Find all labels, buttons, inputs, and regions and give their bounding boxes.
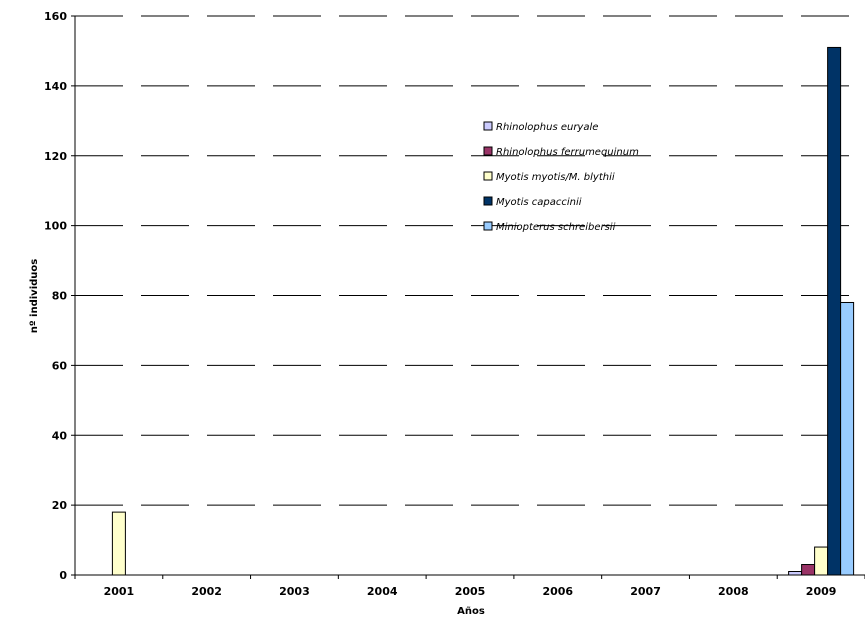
axes bbox=[71, 15, 865, 579]
x-tick-label: 2005 bbox=[455, 585, 486, 598]
y-axis-title: nº individuos bbox=[29, 259, 40, 333]
bar bbox=[814, 546, 829, 576]
legend-label: Myotis myotis/M. blythii bbox=[496, 172, 615, 183]
bars bbox=[111, 46, 855, 576]
bar bbox=[111, 511, 126, 576]
legend-swatch bbox=[483, 146, 493, 156]
legend-label: Rhinolophus euryale bbox=[496, 122, 598, 133]
y-tick-label: 60 bbox=[52, 359, 68, 372]
bar bbox=[788, 571, 803, 576]
y-tick-label: 140 bbox=[44, 80, 67, 93]
y-tick-label: 120 bbox=[44, 150, 67, 163]
x-tick-label: 2002 bbox=[191, 585, 222, 598]
legend-swatch bbox=[483, 221, 493, 231]
x-tick-label: 2007 bbox=[630, 585, 661, 598]
y-tick-label: 100 bbox=[44, 220, 67, 233]
x-tick-label: 2008 bbox=[718, 585, 749, 598]
legend-label: Myotis capaccinii bbox=[496, 197, 582, 208]
y-tick-label: 20 bbox=[52, 499, 68, 512]
bar bbox=[801, 564, 816, 576]
legend-swatch bbox=[483, 196, 493, 206]
x-tick-label: 2006 bbox=[542, 585, 573, 598]
x-tick-labels: 2001 2002 2003 2004 2005 2006 2007 2008 2009 bbox=[104, 585, 837, 598]
x-axis-title: Años bbox=[457, 606, 485, 617]
legend-label: Rhinolophus ferrumequinum bbox=[496, 147, 639, 158]
x-tick-label: 2009 bbox=[806, 585, 837, 598]
y-tick-label: 40 bbox=[52, 429, 68, 442]
gridlines bbox=[75, 15, 865, 506]
y-tick-labels: 0 20 40 60 80 100 120 140 160 bbox=[44, 10, 67, 582]
bar bbox=[827, 46, 842, 576]
x-tick-label: 2001 bbox=[104, 585, 135, 598]
x-tick-label: 2003 bbox=[279, 585, 310, 598]
y-tick-label: 160 bbox=[44, 10, 67, 23]
bar bbox=[840, 301, 855, 576]
legend-swatch bbox=[483, 121, 493, 131]
y-tick-label: 80 bbox=[52, 290, 68, 303]
x-tick-label: 2004 bbox=[367, 585, 398, 598]
legend-swatch bbox=[483, 171, 493, 181]
legend: Rhinolophus euryale Rhinolophus ferrumequ… bbox=[483, 121, 639, 233]
legend-label: Miniopterus schreibersii bbox=[496, 222, 616, 233]
y-tick-label: 0 bbox=[59, 569, 67, 582]
